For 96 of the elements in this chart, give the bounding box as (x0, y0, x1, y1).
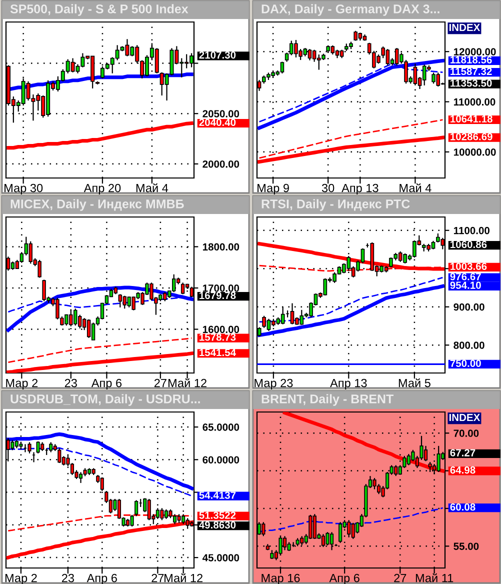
x-tick-label: 23 (62, 574, 74, 582)
candlestick (312, 513, 316, 540)
chart-title: DAX, Daily - Germany DAX 3... (262, 4, 440, 16)
y-tick-label: 1100.00 (454, 226, 490, 234)
data-label: 1541.54 (200, 348, 236, 356)
text: 1060.86 (450, 240, 487, 248)
data-label: 10286.69 (450, 133, 492, 140)
x-tick-label: 27 (154, 378, 166, 388)
chart-title: SP500, Daily - S & P 500 Index (10, 4, 188, 16)
x-tick-label: Май 12 (168, 378, 206, 388)
line-series (6, 121, 194, 150)
x-tick-label: 23 (64, 378, 77, 388)
chart-title: USDRUB_TOM, Daily - USDRU... (10, 394, 200, 406)
candlestick (10, 440, 14, 451)
candlestick (406, 453, 410, 466)
x-tick-label: Мар 23 (254, 378, 293, 390)
candlestick (376, 483, 381, 495)
x-tick-label: Май 4 (136, 183, 168, 192)
x-tick-label: Мар 9 (258, 184, 289, 195)
x-tick-label: Апр 13 (342, 184, 378, 195)
y-tick-label: 45.0000 (202, 554, 240, 562)
candlestick (78, 472, 83, 484)
text: 49.8630 (199, 521, 236, 529)
x-tick-label: Май 4 (400, 183, 432, 192)
chart-title: RTSI, Daily - Индекс РТС (262, 199, 410, 211)
y-tick-label: 900.00 (454, 303, 484, 311)
text: 1679.78 (200, 292, 236, 300)
data-label: 11818.56 (450, 56, 492, 64)
line-series (8, 337, 192, 363)
chart-title: BRENT, Daily - BRENT (262, 394, 394, 406)
x-tick-label: Мар 30 (4, 184, 43, 195)
x-tick-label: Май 11 (416, 573, 454, 582)
candlestick (351, 522, 355, 540)
y-tick-label: 2000.00 (202, 160, 240, 168)
line-series (6, 432, 194, 490)
candlestick (86, 318, 91, 338)
y-tick-label: 10000.00 (454, 148, 496, 156)
candlestick (338, 522, 342, 544)
y-tick-label: 1700.00 (202, 284, 240, 292)
data-label: 51.3522 (199, 512, 236, 519)
candlestick (182, 514, 186, 525)
data-label: 64.98 (450, 466, 476, 474)
data-label: 54.4137 (199, 492, 236, 499)
x-tick-label: Май 12 (164, 573, 202, 582)
x-tick-label: 27 (152, 574, 164, 582)
line-series (257, 58, 445, 130)
data-label: 2040.40 (199, 118, 236, 126)
text: INDEX (449, 414, 480, 422)
candlestick (156, 508, 160, 520)
text: 2107.30 (199, 51, 236, 59)
y-tick-label: 2050.00 (202, 110, 240, 118)
y-tick-label: 11000.00 (454, 98, 496, 106)
candlestick (164, 508, 168, 520)
candlestick (424, 445, 428, 462)
candlestick (172, 514, 177, 525)
y-tick-label: 55.00 (454, 542, 479, 550)
x-tick-label: 30 (322, 184, 334, 192)
candlestick (262, 522, 266, 537)
line-series (282, 412, 445, 473)
x-tick-label: Апр 13 (330, 378, 367, 390)
y-tick-label: 1600.00 (202, 326, 240, 334)
data-label: 1003.66 (450, 262, 487, 270)
chart-title: MICEX, Daily - Индекс ММВБ (10, 199, 184, 211)
data-label: 10641.18 (450, 115, 492, 123)
y-tick-label: 65.0000 (202, 424, 240, 431)
candlestick (49, 442, 53, 453)
y-tick-label: 1800.00 (202, 243, 240, 251)
candlestick (130, 514, 134, 528)
text: 11353.50 (450, 80, 492, 87)
candlestick (308, 514, 312, 540)
x-tick-label: Мар 2 (6, 378, 38, 390)
data-label: 11587.32 (450, 68, 492, 76)
x-tick-label: 27 (394, 574, 406, 582)
candlestick (70, 462, 74, 476)
y-tick-label: 60.0000 (202, 456, 240, 464)
candlestick (28, 442, 32, 454)
y-tick-label: 12000.00 (454, 48, 496, 56)
candlestick (134, 500, 138, 517)
y-tick-label: 800.00 (454, 342, 484, 349)
data-label: 1578.73 (200, 334, 236, 341)
text: INDEX (449, 24, 480, 32)
data-label: 976.67 (450, 273, 481, 280)
candlestick (394, 464, 398, 477)
text: 67.27 (450, 449, 476, 456)
x-tick-label: Апр 20 (84, 184, 121, 195)
candlestick (347, 520, 351, 538)
data-label: 60.08 (450, 503, 476, 511)
ref-line-label: 750.00 (450, 360, 481, 367)
y-tick-label: 70.00 (454, 430, 479, 437)
x-tick-label: Апр 6 (91, 378, 122, 390)
candlestick (436, 445, 440, 473)
data-label: 954.10 (450, 282, 481, 289)
candlestick (372, 477, 376, 490)
line-series (258, 284, 444, 337)
candlestick (36, 440, 40, 454)
x-tick-label: Май 5 (398, 378, 430, 388)
